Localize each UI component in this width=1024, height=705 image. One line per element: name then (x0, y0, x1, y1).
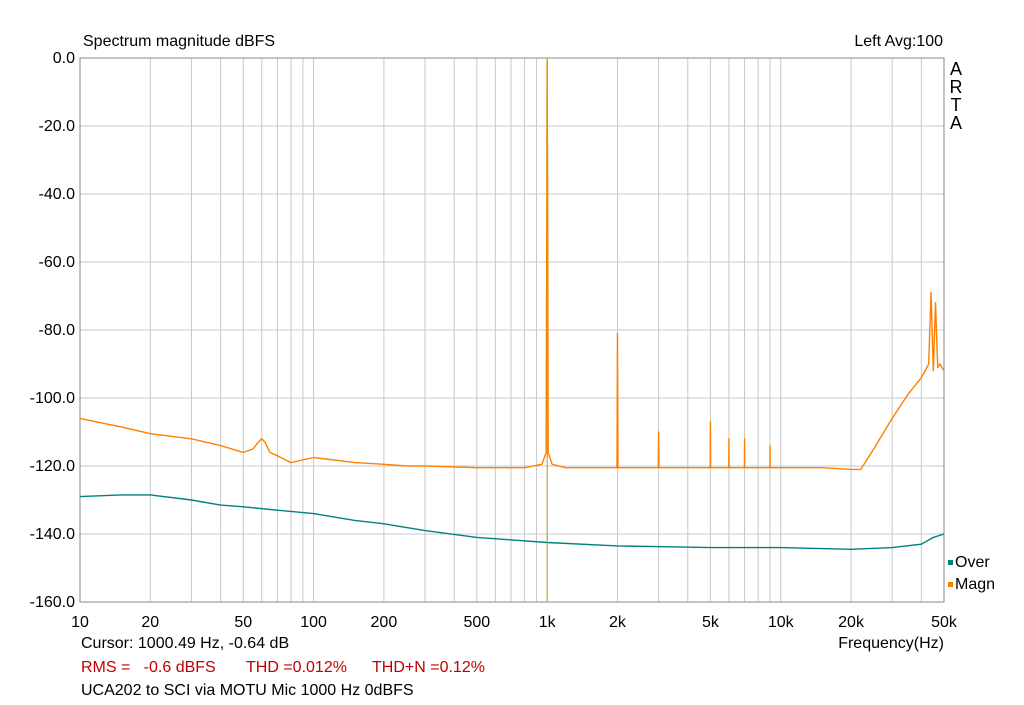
series-line-over (79, 494, 945, 550)
y-tick-label: -80.0 (39, 322, 76, 339)
brand-letter-a2: A (949, 113, 962, 133)
legend-label-magn: Magn (955, 576, 996, 593)
tick-labels: 0.0 -20.0 -40.0 -60.0 -80.0 -100.0 -120.0 -140.… (30, 50, 958, 631)
y-tick-label: -140.0 (30, 526, 75, 543)
legend-label-over: Over (955, 554, 990, 571)
x-tick-label: 500 (463, 614, 490, 631)
x-tick-label: 20 (141, 614, 159, 631)
thd-readout: THD =0.012% (246, 659, 347, 676)
y-tick-label: -40.0 (39, 186, 76, 203)
y-tick-label: 0.0 (53, 50, 75, 67)
x-tick-label: 20k (838, 614, 865, 631)
brand-letter-r: R (949, 77, 963, 97)
x-tick-label: 2k (609, 614, 627, 631)
x-tick-label: 200 (371, 614, 398, 631)
thdn-readout: THD+N =0.12% (372, 659, 485, 676)
x-tick-label: 1k (539, 614, 557, 631)
y-tick-label: -60.0 (39, 254, 76, 271)
cursor-readout: Cursor: 1000.49 Hz, -0.64 dB (81, 635, 290, 652)
legend-swatch-magn (948, 582, 953, 588)
x-axis-label: Frequency(Hz) (838, 635, 944, 652)
chart-title: Spectrum magnitude dBFS (83, 33, 276, 50)
y-tick-label: -120.0 (30, 458, 75, 475)
y-tick-label: -20.0 (39, 118, 76, 135)
x-tick-label: 50 (234, 614, 252, 631)
x-tick-label: 5k (702, 614, 720, 631)
brand-letter-t: T (950, 95, 962, 115)
x-tick-label: 50k (931, 614, 958, 631)
legend: Over Magn (948, 552, 995, 596)
y-tick-label: -100.0 (30, 390, 75, 407)
rms-readout: RMS = -0.6 dBFS (81, 659, 216, 676)
measurement-description: UCA202 to SCI via MOTU Mic 1000 Hz 0dBFS (81, 682, 414, 699)
x-tick-label: 100 (300, 614, 327, 631)
channel-avg-label: Left Avg:100 (854, 33, 943, 50)
legend-item-magn[interactable]: Magn (948, 574, 995, 596)
arta-brand: A R T A (949, 60, 963, 132)
x-tick-label: 10 (71, 614, 89, 631)
legend-item-over[interactable]: Over (948, 552, 995, 574)
legend-swatch-over (948, 560, 953, 566)
plot-frame (79, 57, 945, 603)
series (79, 59, 945, 550)
brand-letter-a1: A (949, 59, 962, 79)
x-tick-label: 10k (768, 614, 795, 631)
series-line-magn (79, 59, 945, 471)
y-tick-label: -160.0 (30, 594, 75, 611)
grid (80, 58, 944, 602)
